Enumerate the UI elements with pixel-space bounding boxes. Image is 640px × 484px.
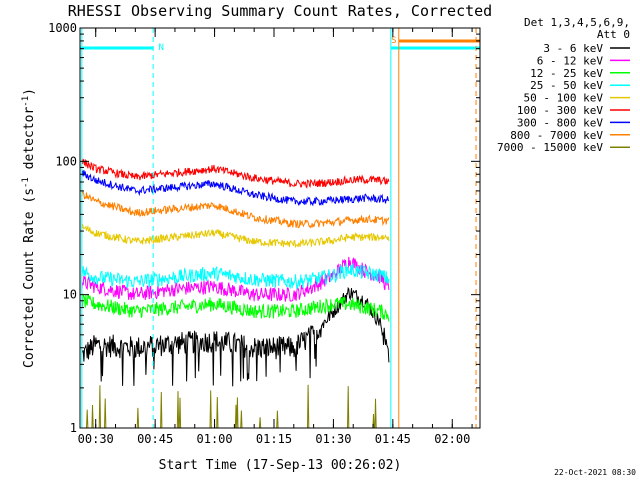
legend-label: 25 - 50 keV bbox=[530, 79, 603, 92]
y-axis-label-main: Corrected Count Rate (s bbox=[22, 188, 37, 368]
plot-frame bbox=[79, 27, 481, 429]
y-axis-label-sup2: -1 bbox=[21, 96, 31, 107]
y-axis-label-mid: detector bbox=[22, 107, 37, 178]
legend-header-detectors: Det 1,3,4,5,6,9, bbox=[524, 16, 630, 29]
axis-layer: 1 10 100 1000 00:30 00:45 01:00 01:15 01:30 01:45… bbox=[48, 21, 480, 446]
y-axis-label: Corrected Count Rate (s-1 detector-1) bbox=[21, 88, 37, 368]
x-tick-label: 02:00 bbox=[434, 432, 470, 446]
legend-header-attenuator: Att 0 bbox=[597, 28, 630, 41]
legend-label: 300 - 800 keV bbox=[517, 116, 603, 129]
series-line-7 bbox=[81, 189, 390, 229]
y-tick-label: 1000 bbox=[48, 21, 77, 35]
legend-label: 800 - 7000 keV bbox=[510, 129, 603, 142]
flag-label-1: S bbox=[391, 36, 396, 46]
y-tick-label: 100 bbox=[55, 154, 77, 168]
y-tick-label: 1 bbox=[70, 421, 77, 435]
legend-label: 7000 - 15000 keV bbox=[497, 141, 603, 154]
legend-label: 12 - 25 keV bbox=[530, 67, 603, 80]
generation-timestamp: 22-Oct-2021 08:30 bbox=[554, 468, 636, 477]
series-line-6 bbox=[81, 170, 390, 207]
overlay-layer: NS bbox=[80, 28, 480, 428]
series-line-1 bbox=[81, 256, 390, 302]
y-tick-label: 10 bbox=[63, 288, 77, 302]
flag-label-0: N bbox=[158, 43, 163, 53]
x-tick-label: 01:30 bbox=[315, 432, 351, 446]
x-tick-label: 00:30 bbox=[78, 432, 114, 446]
x-tick-label: 01:00 bbox=[197, 432, 233, 446]
legend-label: 50 - 100 keV bbox=[524, 92, 604, 105]
x-tick-label: 01:15 bbox=[256, 432, 292, 446]
series-line-3 bbox=[81, 262, 390, 290]
series-line-4 bbox=[81, 223, 390, 248]
series-line-5 bbox=[81, 158, 390, 189]
chart-title: RHESSI Observing Summary Count Rates, Co… bbox=[68, 2, 492, 20]
legend-label: 6 - 12 keV bbox=[537, 54, 604, 67]
y-axis-label-end: ) bbox=[22, 88, 37, 96]
legend-label: 100 - 300 keV bbox=[517, 104, 603, 117]
legend-label: 3 - 6 keV bbox=[543, 42, 603, 55]
series-line-2 bbox=[81, 292, 390, 322]
x-tick-label: 00:45 bbox=[137, 432, 173, 446]
x-axis-label: Start Time (17-Sep-13 00:26:02) bbox=[159, 458, 402, 473]
y-axis-label-sup1: -1 bbox=[21, 177, 31, 188]
x-tick-label: 01:45 bbox=[375, 432, 411, 446]
